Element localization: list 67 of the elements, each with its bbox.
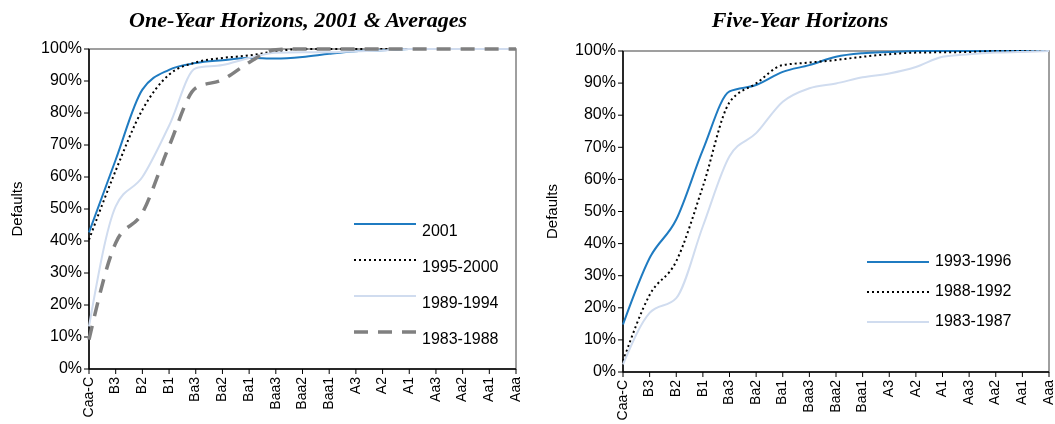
x-tick-label: Aaa [1039, 379, 1055, 405]
x-tick-label: Baa1 [853, 379, 870, 413]
x-tick-label: Aa1 [1013, 379, 1030, 405]
x-tick-label: Ba2 [746, 379, 763, 405]
x-tick-label: Aa2 [453, 376, 470, 402]
x-tick-label: Aa1 [480, 376, 497, 402]
x-tick-label: Baa2 [293, 376, 310, 410]
legend-label: 1989-1994 [422, 294, 499, 312]
legend-label: 2001 [422, 222, 458, 240]
y-tick-label: 40% [49, 231, 82, 249]
x-tick-label: A1 [399, 376, 416, 395]
x-tick-label: A2 [906, 379, 923, 398]
y-tick-label: 30% [49, 263, 82, 281]
y-tick-label: 80% [583, 105, 616, 123]
y-tick-label: 60% [49, 167, 82, 185]
x-tick-label: A1 [933, 379, 950, 398]
x-tick-label: Aa2 [986, 379, 1003, 405]
y-tick-label: 80% [49, 103, 82, 121]
x-tick-label: Ba2 [213, 376, 230, 402]
legend-label: 1993-1996 [935, 252, 1012, 270]
chart-title: Five-Year Horizons [710, 7, 889, 32]
x-tick-label: A3 [346, 376, 363, 395]
x-tick-label: A3 [879, 379, 896, 398]
legend-label: 1995-2000 [422, 258, 499, 276]
chart-title: One-Year Horizons, 2001 & Averages [129, 7, 467, 32]
y-tick-label: 60% [583, 169, 616, 187]
x-tick-label: B2 [133, 376, 150, 395]
x-tick-label: B1 [693, 379, 710, 398]
x-tick-label: B3 [640, 379, 657, 398]
y-tick-label: 30% [583, 265, 616, 283]
y-axis-title: Defaults [542, 183, 560, 240]
y-tick-label: 100% [41, 39, 82, 57]
y-tick-label: 90% [583, 73, 616, 91]
y-tick-label: 70% [49, 135, 82, 153]
y-tick-label: 90% [49, 71, 82, 89]
x-tick-label: Baa2 [826, 379, 843, 413]
y-tick-label: 40% [583, 233, 616, 251]
x-tick-label: Ba1 [239, 376, 256, 402]
x-tick-label: Aa3 [426, 376, 443, 402]
legend-label: 1983-1987 [935, 312, 1012, 330]
y-tick-label: 20% [49, 295, 82, 313]
y-tick-label: 10% [49, 327, 82, 345]
legend-label: 1983-1988 [422, 330, 499, 348]
x-tick-label: B2 [666, 379, 683, 398]
x-tick-label: Ba3 [720, 379, 737, 405]
y-tick-label: 50% [583, 201, 616, 219]
x-tick-label: Baa1 [319, 376, 336, 410]
x-tick-label: Baa3 [800, 379, 817, 413]
y-tick-label: 0% [58, 359, 82, 377]
y-tick-label: 50% [49, 199, 82, 217]
legend-label: 1988-1992 [935, 282, 1012, 300]
y-axis-title: Defaults [7, 181, 25, 237]
y-tick-label: 20% [583, 298, 616, 316]
x-tick-label: B3 [106, 376, 123, 395]
x-tick-label: Aaa [506, 376, 523, 402]
x-tick-label: Aa3 [959, 379, 976, 405]
x-tick-label: Caa-C [613, 380, 630, 421]
y-tick-label: 10% [583, 330, 616, 348]
x-tick-label: Ba1 [773, 379, 790, 405]
y-tick-label: 0% [592, 362, 616, 380]
x-tick-label: A2 [373, 376, 390, 395]
x-tick-label: Caa-C [79, 377, 96, 418]
x-tick-label: Baa3 [266, 376, 283, 410]
x-tick-label: B1 [159, 376, 176, 395]
x-tick-label: Ba3 [186, 376, 203, 402]
y-tick-label: 70% [583, 137, 616, 155]
y-tick-label: 100% [575, 41, 616, 59]
